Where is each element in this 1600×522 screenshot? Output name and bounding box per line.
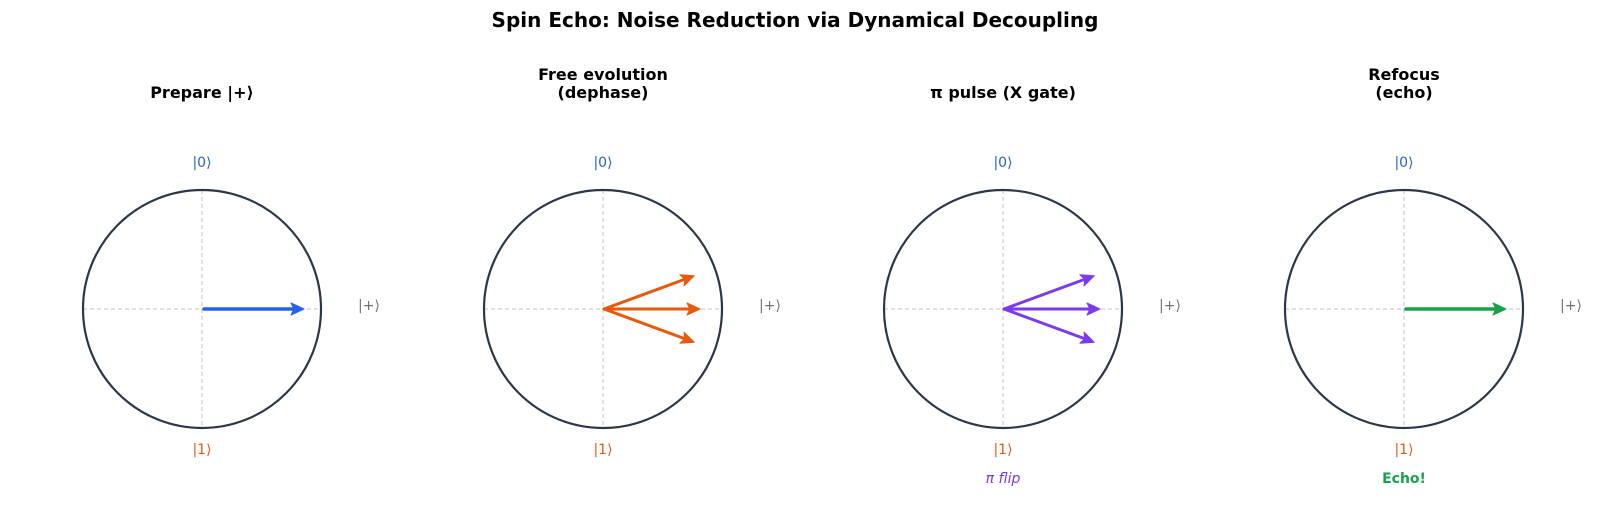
panel-caption: π flip	[986, 471, 1021, 487]
panel-title: Free evolution (dephase)	[538, 65, 668, 102]
state-vector-arrow	[1002, 302, 1101, 316]
state-vector-arrow	[602, 307, 695, 344]
bloch-circle	[1283, 188, 1525, 430]
panel-title: π pulse (X gate)	[930, 83, 1076, 102]
panel-title-line: π pulse (X gate)	[930, 83, 1076, 102]
panel-title-line: Refocus	[1368, 65, 1440, 84]
panel-title-line: (dephase)	[558, 83, 649, 102]
ket-0-label: |0⟩	[192, 155, 211, 171]
panel-caption: Echo!	[1382, 471, 1426, 487]
panel-4: Refocus (echo) |0⟩ |1⟩ |+⟩ Echo!	[1283, 65, 1582, 487]
panel-title-line: (echo)	[1375, 83, 1432, 102]
bloch-circle	[81, 188, 323, 430]
state-vector-arrow	[602, 302, 701, 316]
ket-1-label: |1⟩	[593, 442, 612, 458]
ket-1-label: |1⟩	[1394, 442, 1413, 458]
panel-1: Prepare |+⟩ |0⟩ |1⟩ |+⟩	[81, 83, 380, 458]
ket-0-label: |0⟩	[1394, 155, 1413, 171]
state-vector-arrow	[202, 302, 305, 316]
ket-plus-label: |+⟩	[759, 298, 781, 314]
panel-3: π pulse (X gate) |0⟩ |1⟩ |+⟩ π flip	[882, 83, 1181, 487]
state-vector-arrow	[1002, 274, 1095, 311]
ket-1-label: |1⟩	[192, 442, 211, 458]
ket-1-label: |1⟩	[993, 442, 1012, 458]
panel-2: Free evolution (dephase) |0⟩ |1⟩ |+⟩	[482, 65, 781, 458]
figure-title: Spin Echo: Noise Reduction via Dynamical…	[492, 8, 1099, 32]
bloch-circle	[482, 188, 724, 430]
ket-0-label: |0⟩	[593, 155, 612, 171]
panel-title-line: Prepare |+⟩	[150, 83, 254, 103]
state-vector-arrow	[1002, 307, 1095, 344]
ket-plus-label: |+⟩	[1159, 298, 1181, 314]
ket-0-label: |0⟩	[993, 155, 1012, 171]
state-vector-arrow	[602, 274, 695, 311]
state-vector-arrow	[1404, 302, 1507, 316]
bloch-circle	[882, 188, 1124, 430]
ket-plus-label: |+⟩	[1560, 298, 1582, 314]
panel-title-line: Free evolution	[538, 65, 668, 84]
panel-title: Prepare |+⟩	[150, 83, 254, 103]
ket-plus-label: |+⟩	[358, 298, 380, 314]
panel-title: Refocus (echo)	[1368, 65, 1440, 102]
panels: Prepare |+⟩|0⟩|1⟩|+⟩Free evolution (depha…	[81, 65, 1582, 487]
